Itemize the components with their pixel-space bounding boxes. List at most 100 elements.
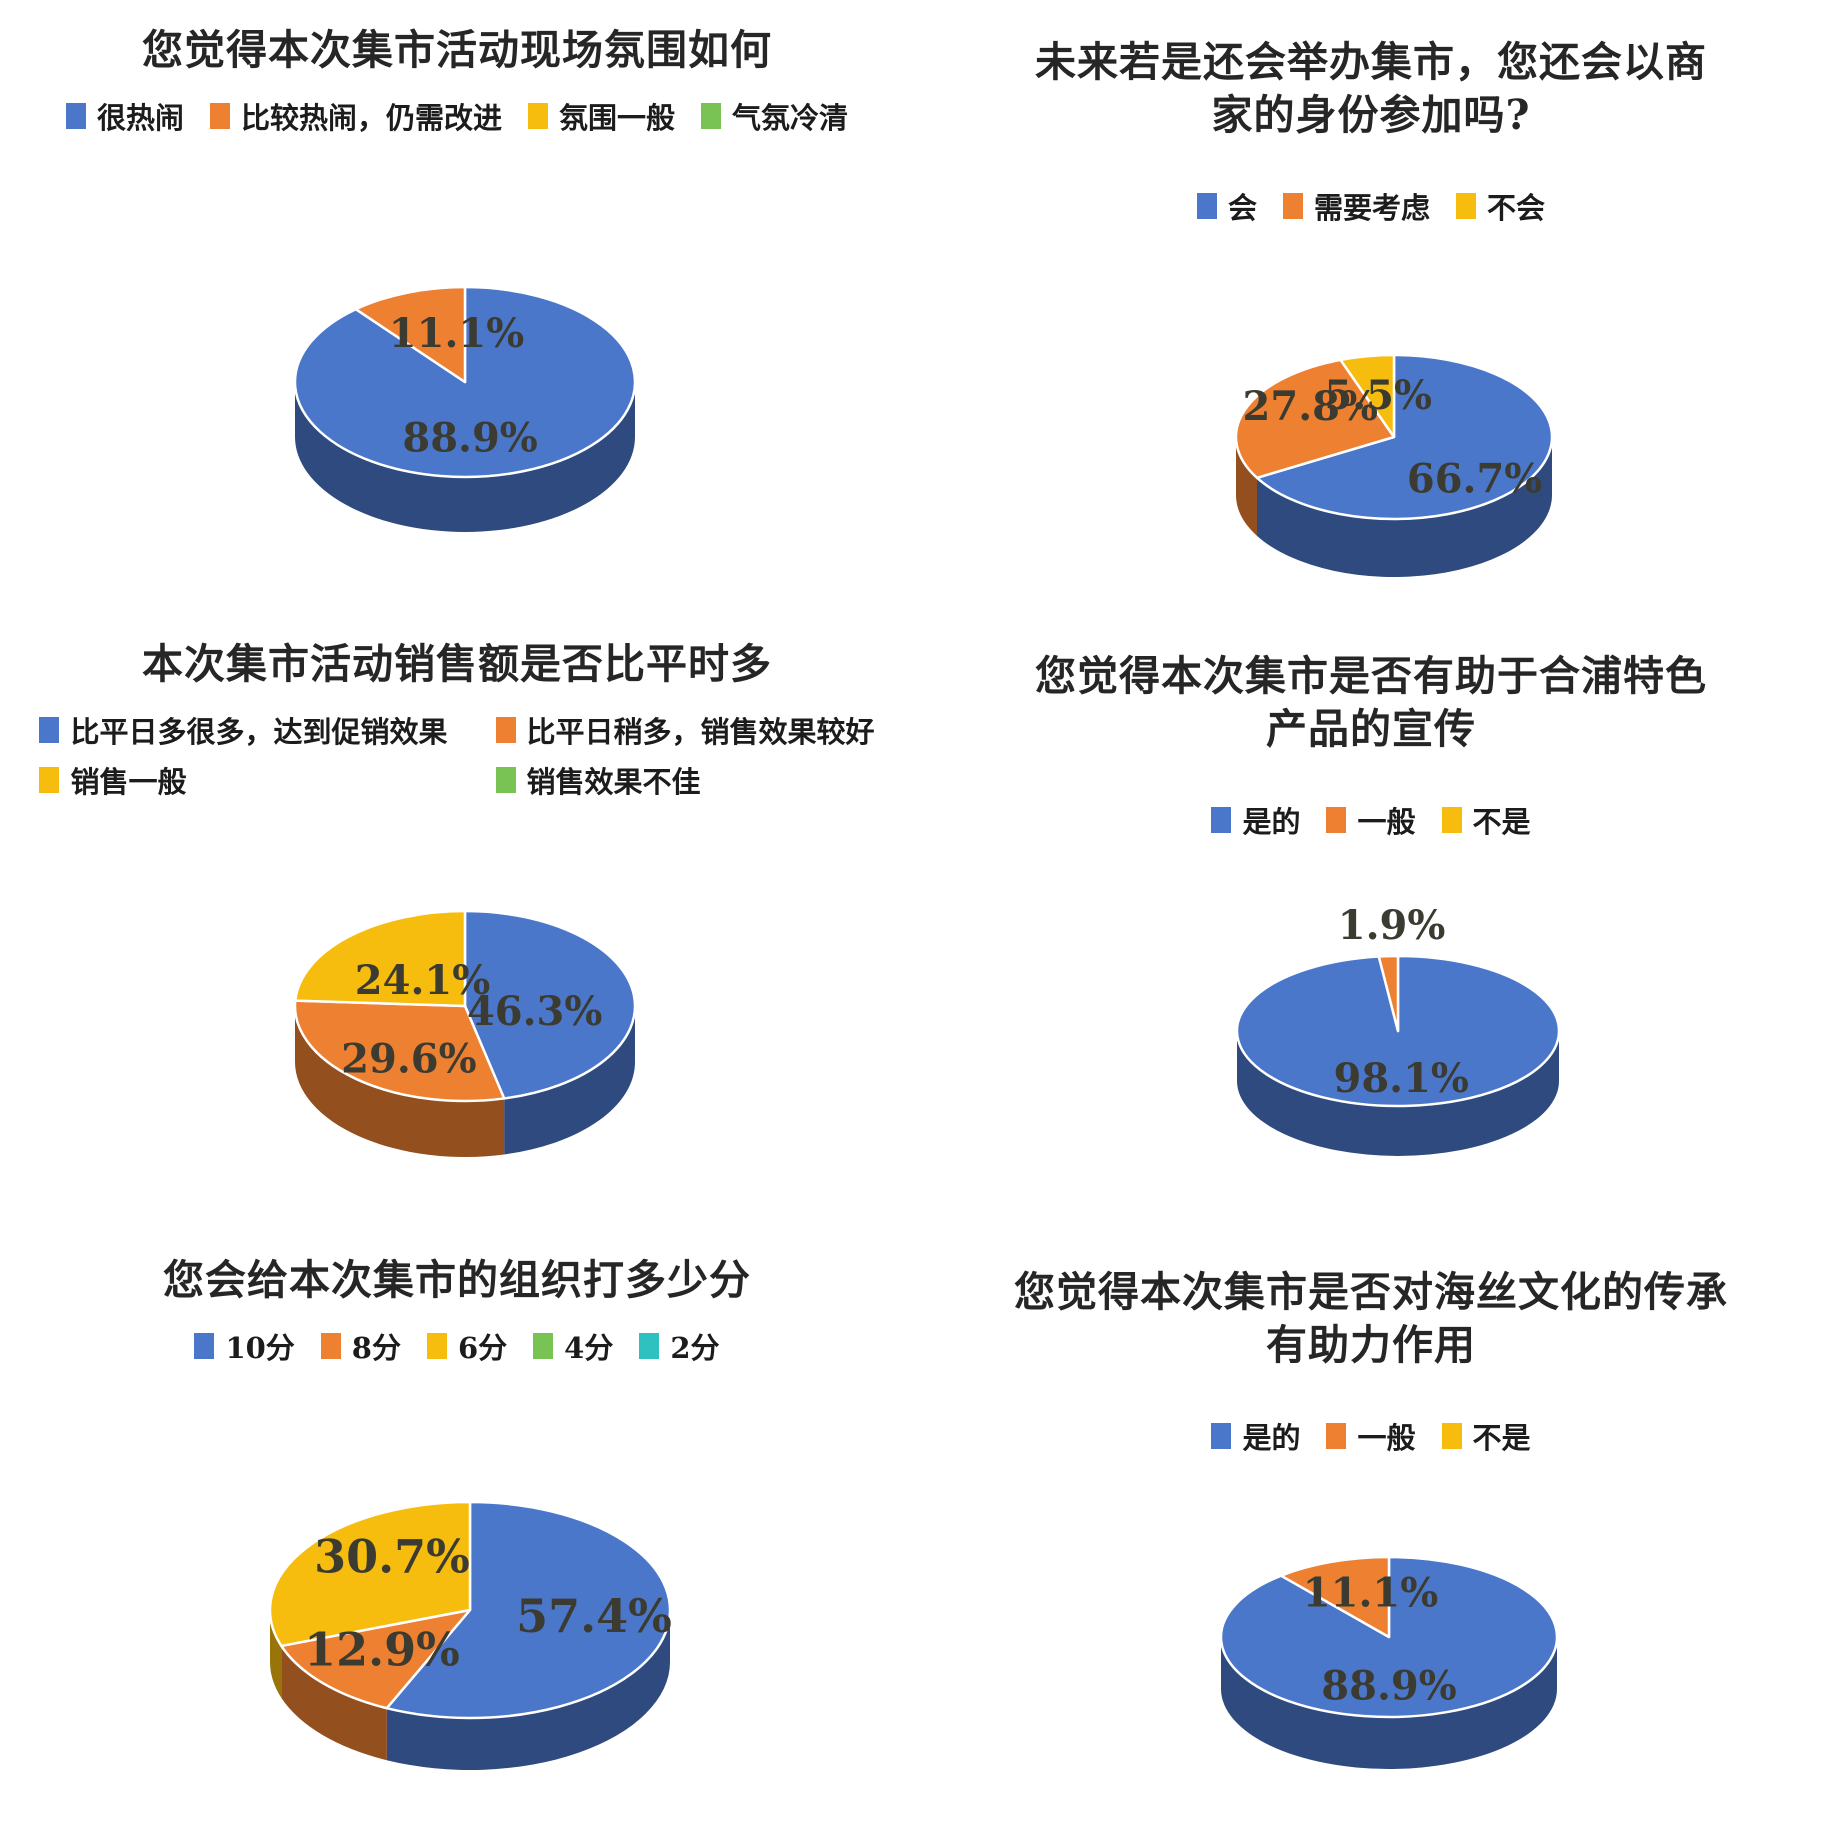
legend-label: 比平日多很多，达到促销效果 [70,715,448,750]
pie-slice-side [504,1006,635,1155]
chart-legend: 10分 8分 6分 4分 2分 [0,1325,914,1367]
chart-title: 您觉得本次集市活动现场氛围如何 [142,26,772,74]
legend-swatch-orange [1282,192,1303,219]
legend-swatch-green [701,103,722,130]
legend-item: 需要考虑 [1282,185,1430,227]
pie-slice-yellow [268,1500,472,1648]
legend-item: 4分 [533,1325,613,1367]
chart-legend: 比平日多很多，达到促销效果 比平日稍多，销售效果较好销售一般 销售效果不佳 [39,709,875,801]
pie-slice-orange [354,285,467,384]
chart-title: 您会给本次集市的组织打多少分 [163,1256,751,1304]
pie-chart-product-promotion: 98.1% 1.9% [1235,902,1561,1156]
legend-item: 8分 [320,1325,401,1367]
pie-slice-orange [1377,954,1400,1033]
legend-label: 是的 [1242,804,1301,839]
legend-label: 8分 [351,1331,401,1366]
pie-percentage-label: 29.6% [341,1036,476,1083]
legend-item: 不是 [1441,799,1531,841]
legend-item: 一般 [1326,1415,1416,1457]
pie-chart-organization-score: 57.4% 12.9% 30.7% [268,1500,672,1770]
pie-percentage-label: 12.9% [304,1622,460,1676]
legend-item: 是的 [1211,1415,1300,1457]
pie-chart-atmosphere: 88.9% 11.1% [293,285,637,532]
pie-percentage-label: 27.8% [1243,383,1378,430]
pie-percentage-label: 88.9% [402,415,537,462]
legend-swatch-blue [39,717,60,744]
legend-item: 不会 [1456,185,1545,227]
chart-title: 您觉得本次集市是否对海丝文化的传承 有助力作用 [1014,1268,1728,1370]
legend-swatch-blue [1211,806,1232,833]
chart-legend: 是的 一般 不是 [914,799,1828,841]
legend-item: 不是 [1441,1415,1531,1457]
legend-label: 销售一般 [70,765,187,800]
legend-label: 很热闹 [96,101,184,136]
pie-slice-yellow [294,909,467,1008]
chart-title: 未来若是还会举办集市，您还会以商 家的身份参加吗? [1035,38,1707,140]
legend-item: 销售一般 [39,759,447,801]
legend-swatch-yellow [528,103,548,130]
pie-percentage-label: 11.1% [389,310,524,357]
legend-item: 气氛冷清 [701,95,848,137]
pie-slice-blue [1255,353,1554,521]
legend-item: 氛围一般 [528,95,675,137]
legend-swatch-orange [320,1333,341,1360]
pie-slice-side [386,1610,670,1770]
legend-swatch-orange [1326,806,1347,833]
chart-title: 本次集市活动销售额是否比平时多 [142,640,772,688]
pie-percentage-label: 5.5% [1324,372,1432,419]
pie-chart-culture-heritage: 88.9% 11.1% [1219,1555,1559,1769]
pie-slice-side [1236,437,1258,536]
pie-percentage-label: 66.7% [1407,455,1542,502]
pie-slice-side [295,1006,505,1157]
legend-item: 很热闹 [65,95,184,137]
legend-swatch-teal [639,1333,660,1360]
legend-label: 会 [1227,190,1257,225]
legend-item: 比平日多很多，达到促销效果 [39,709,448,751]
pie-slice-yellow [1339,353,1396,439]
legend-item: 一般 [1326,799,1416,841]
legend-swatch-orange [1326,1422,1347,1449]
legend-label: 氛围一般 [559,101,676,136]
legend-swatch-yellow [1441,1422,1462,1449]
legend-item: 10分 [194,1325,295,1367]
legend-label: 2分 [670,1331,720,1366]
pie-percentage-label: 46.3% [467,988,602,1035]
legend-item: 是的 [1211,799,1300,841]
legend-label: 不会 [1487,190,1546,225]
pie-percentage-label: 1.9% [1338,902,1446,949]
chart-cell-organization-score: 您会给本次集市的组织打多少分 10分 8分 6分 4分 2分 57.4% 12.9% 30.… [0,1230,914,1844]
legend-swatch-yellow [426,1333,447,1360]
legend-swatch-yellow [39,767,60,794]
legend-label: 一般 [1357,804,1416,839]
legend-swatch-blue [1211,1422,1232,1449]
legend-label: 10分 [225,1331,295,1366]
chart-title: 您觉得本次集市是否有助于合浦特色 产品的宣传 [1035,652,1707,754]
legend-label: 是的 [1242,1420,1301,1455]
pie-percentage-label: 57.4% [516,1589,672,1643]
pie-slice-orange [293,999,506,1103]
legend-swatch-blue [65,103,86,130]
legend-label: 销售效果不佳 [526,765,701,800]
legend-swatch-blue [1196,192,1217,219]
pie-chart-sales: 46.3%29.6% 24.1% [293,909,637,1157]
legend-item: 2分 [639,1325,720,1367]
legend-swatch-yellow [1456,192,1476,219]
pie-slice-orange [280,1608,472,1710]
legend-label: 不是 [1472,1420,1531,1455]
pie-slice-orange [1279,1555,1391,1639]
legend-item: 销售效果不佳 [495,759,875,801]
pie-slice-side [295,382,635,532]
pie-slice-side [1221,1637,1557,1769]
legend-label: 一般 [1357,1420,1416,1455]
legend-item: 比平日稍多，销售效果较好 [495,709,875,751]
legend-swatch-orange [209,103,230,130]
pie-percentage-label: 88.9% [1321,1662,1456,1709]
pie-percentage-label: 30.7% [314,1530,470,1584]
pie-slice-side [1257,437,1552,577]
legend-swatch-orange [495,717,516,744]
pie-chart-participate-again: 66.7% 27.8%5.5% [1234,353,1554,577]
legend-label: 需要考虑 [1313,190,1430,225]
chart-cell-atmosphere: 您觉得本次集市活动现场氛围如何 很热闹 比较热闹，仍需改进 氛围一般 气氛冷清 88.… [0,0,914,614]
pie-slice-blue [463,909,637,1100]
legend-swatch-blue [194,1333,215,1360]
